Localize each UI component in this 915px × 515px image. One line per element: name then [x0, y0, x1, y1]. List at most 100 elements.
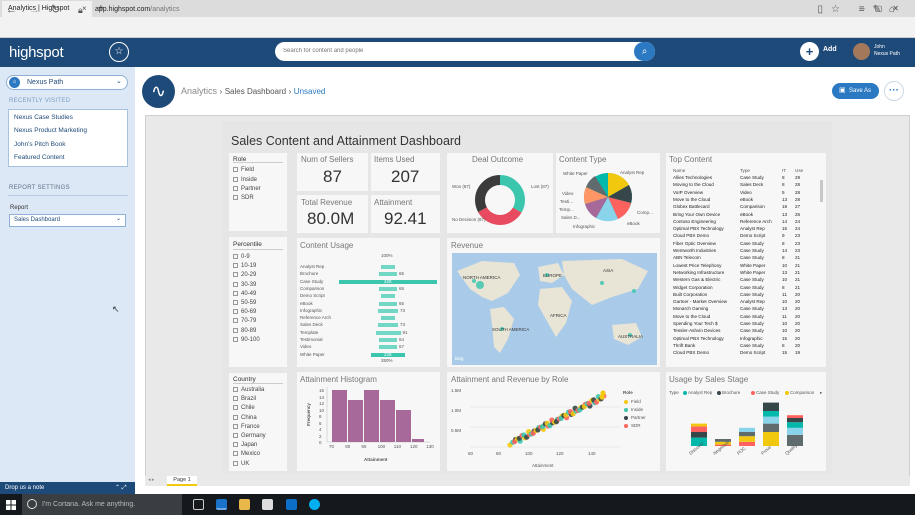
role-option[interactable]: Inside [233, 177, 257, 183]
new-tab-button[interactable]: + [98, 3, 104, 14]
stacked-bar-segment[interactable] [763, 432, 779, 446]
country-option[interactable]: France [233, 423, 260, 430]
scrollbar[interactable] [820, 180, 823, 202]
funnel-bar[interactable] [375, 330, 401, 335]
pie-slice[interactable] [596, 197, 618, 222]
stacked-bar-segment[interactable] [739, 436, 755, 442]
chevron-down-icon[interactable]: ⌄ [116, 216, 122, 222]
add-label[interactable]: Add [823, 46, 837, 53]
stacked-bar-segment[interactable] [715, 444, 731, 446]
percentile-option[interactable]: 60-69 [233, 309, 256, 315]
pie-slice[interactable] [583, 187, 608, 204]
checkbox[interactable] [233, 387, 238, 392]
table-row[interactable]: Widget Corporation Case Study 8 21 [673, 285, 818, 292]
content-type-pie[interactable] [582, 171, 634, 223]
forward-arrow-icon[interactable]: → [29, 4, 40, 16]
checkbox[interactable] [233, 423, 238, 429]
page-nav-arrows[interactable]: ◂ ▸ [148, 477, 155, 483]
checkbox[interactable] [233, 327, 238, 333]
col-header-name[interactable]: Name [673, 168, 686, 173]
back-arrow-icon[interactable]: ← [6, 4, 17, 16]
stacked-bar-segment[interactable] [715, 441, 731, 445]
table-row[interactable]: Moving to the Cloud Sales Deck 8 28 [673, 182, 818, 189]
funnel-bar[interactable] [381, 294, 395, 299]
table-row[interactable]: Fiber Optic Overview Case Study 8 23 [673, 241, 818, 248]
percentile-option[interactable]: 80-89 [233, 327, 256, 334]
stacked-bar-segment[interactable] [739, 441, 755, 446]
map-bubble[interactable] [476, 281, 484, 289]
col-header-use[interactable]: Use [795, 168, 804, 173]
stacked-bar-segment[interactable] [691, 423, 707, 427]
recent-item-nexus-product-marketing[interactable]: Nexus Product Marketing [14, 127, 87, 134]
country-option[interactable]: UK [233, 460, 249, 467]
add-button[interactable]: + [800, 42, 819, 61]
donut-slice-no-decision[interactable] [475, 175, 525, 225]
funnel-bar[interactable] [381, 316, 395, 321]
search-icon[interactable]: ⌕ [634, 42, 655, 61]
windows-start-icon[interactable] [6, 500, 16, 510]
histogram-bar[interactable] [364, 390, 379, 442]
chevron-down-icon[interactable]: ⌄ [116, 78, 122, 85]
checkbox[interactable] [233, 186, 238, 191]
percentile-option[interactable]: 50-59 [233, 300, 256, 306]
revenue-map[interactable] [452, 253, 657, 365]
window-controls[interactable]: –▢✕ [860, 4, 909, 13]
pie-slice[interactable] [608, 185, 632, 203]
breadcrumb-analytics[interactable]: Analytics [181, 86, 218, 96]
table-row[interactable]: Wentworth Industries Case Study 14 23 [673, 248, 818, 255]
search-input[interactable] [275, 42, 655, 61]
stacked-bar-segment[interactable] [739, 432, 755, 437]
table-row[interactable]: Cloud PBX Demo Demo Script 9 23 [673, 233, 818, 240]
deal-outcome-donut[interactable] [474, 174, 526, 226]
checkbox[interactable] [233, 167, 238, 172]
tab-close-icon[interactable]: × [82, 4, 87, 13]
histogram-chart[interactable] [300, 384, 438, 470]
col-header-type[interactable]: Type [740, 168, 750, 173]
table-row[interactable]: Spending Your Tech $ Case Study 10 20 [673, 321, 818, 328]
country-option[interactable]: Brazil [233, 396, 256, 402]
table-row[interactable]: Move to the Cloud eBook 13 28 [673, 197, 818, 204]
histogram-bar[interactable] [380, 400, 395, 442]
funnel-bar[interactable] [379, 345, 397, 350]
checkbox[interactable] [233, 177, 238, 182]
country-option[interactable]: China [233, 414, 257, 421]
funnel-bar[interactable] [379, 338, 397, 342]
checkbox[interactable] [233, 405, 238, 411]
more-options-icon[interactable]: ··· [884, 81, 904, 101]
address-bar[interactable]: app.highspot.com/analytics [95, 3, 179, 17]
percentile-option[interactable]: 40-49 [233, 290, 256, 297]
stacked-bar-segment[interactable] [787, 422, 803, 428]
stacked-bar-segment[interactable] [787, 427, 803, 435]
table-row[interactable]: ABN Telecom Case Study 8 21 [673, 255, 818, 262]
country-option[interactable]: Germany [233, 433, 266, 439]
checkbox[interactable] [233, 309, 238, 315]
edge-browser-icon[interactable] [216, 499, 227, 510]
funnel-bar[interactable] [378, 323, 398, 328]
stacked-bar-segment[interactable] [787, 415, 803, 418]
stacked-bar-segment[interactable] [787, 434, 803, 446]
file-explorer-icon[interactable] [239, 499, 250, 510]
map-bubble[interactable] [600, 281, 604, 285]
pie-slice[interactable] [608, 172, 629, 197]
funnel-bar[interactable] [379, 286, 397, 291]
checkbox[interactable] [233, 460, 238, 466]
checkbox[interactable] [233, 396, 238, 402]
browser-tab[interactable]: Analytics | Highspot [2, 1, 92, 17]
percentile-option[interactable]: 70-79 [233, 318, 256, 324]
stacked-bar-segment[interactable] [763, 416, 779, 424]
role-option[interactable]: SDR [233, 195, 254, 201]
checkbox[interactable] [233, 414, 238, 420]
funnel-bar[interactable] [371, 352, 405, 357]
table-row[interactable]: Lowest Price Telephony White Paper 10 21 [673, 263, 818, 270]
legend-more-icon[interactable]: ▸ [820, 390, 823, 395]
checkbox[interactable] [233, 195, 238, 200]
table-row[interactable]: Optimal PBX Technology Infographic 15 20 [673, 336, 818, 343]
stacked-bar-segment[interactable] [691, 437, 707, 446]
role-option[interactable]: Partner [233, 186, 261, 192]
scatter-point[interactable] [600, 390, 606, 396]
map-bubble[interactable] [628, 333, 632, 337]
att-rev-scatter[interactable] [470, 385, 620, 455]
histogram-bar[interactable] [348, 400, 363, 442]
donut-slice-lost[interactable] [475, 175, 525, 225]
scatter-point[interactable] [599, 394, 605, 400]
